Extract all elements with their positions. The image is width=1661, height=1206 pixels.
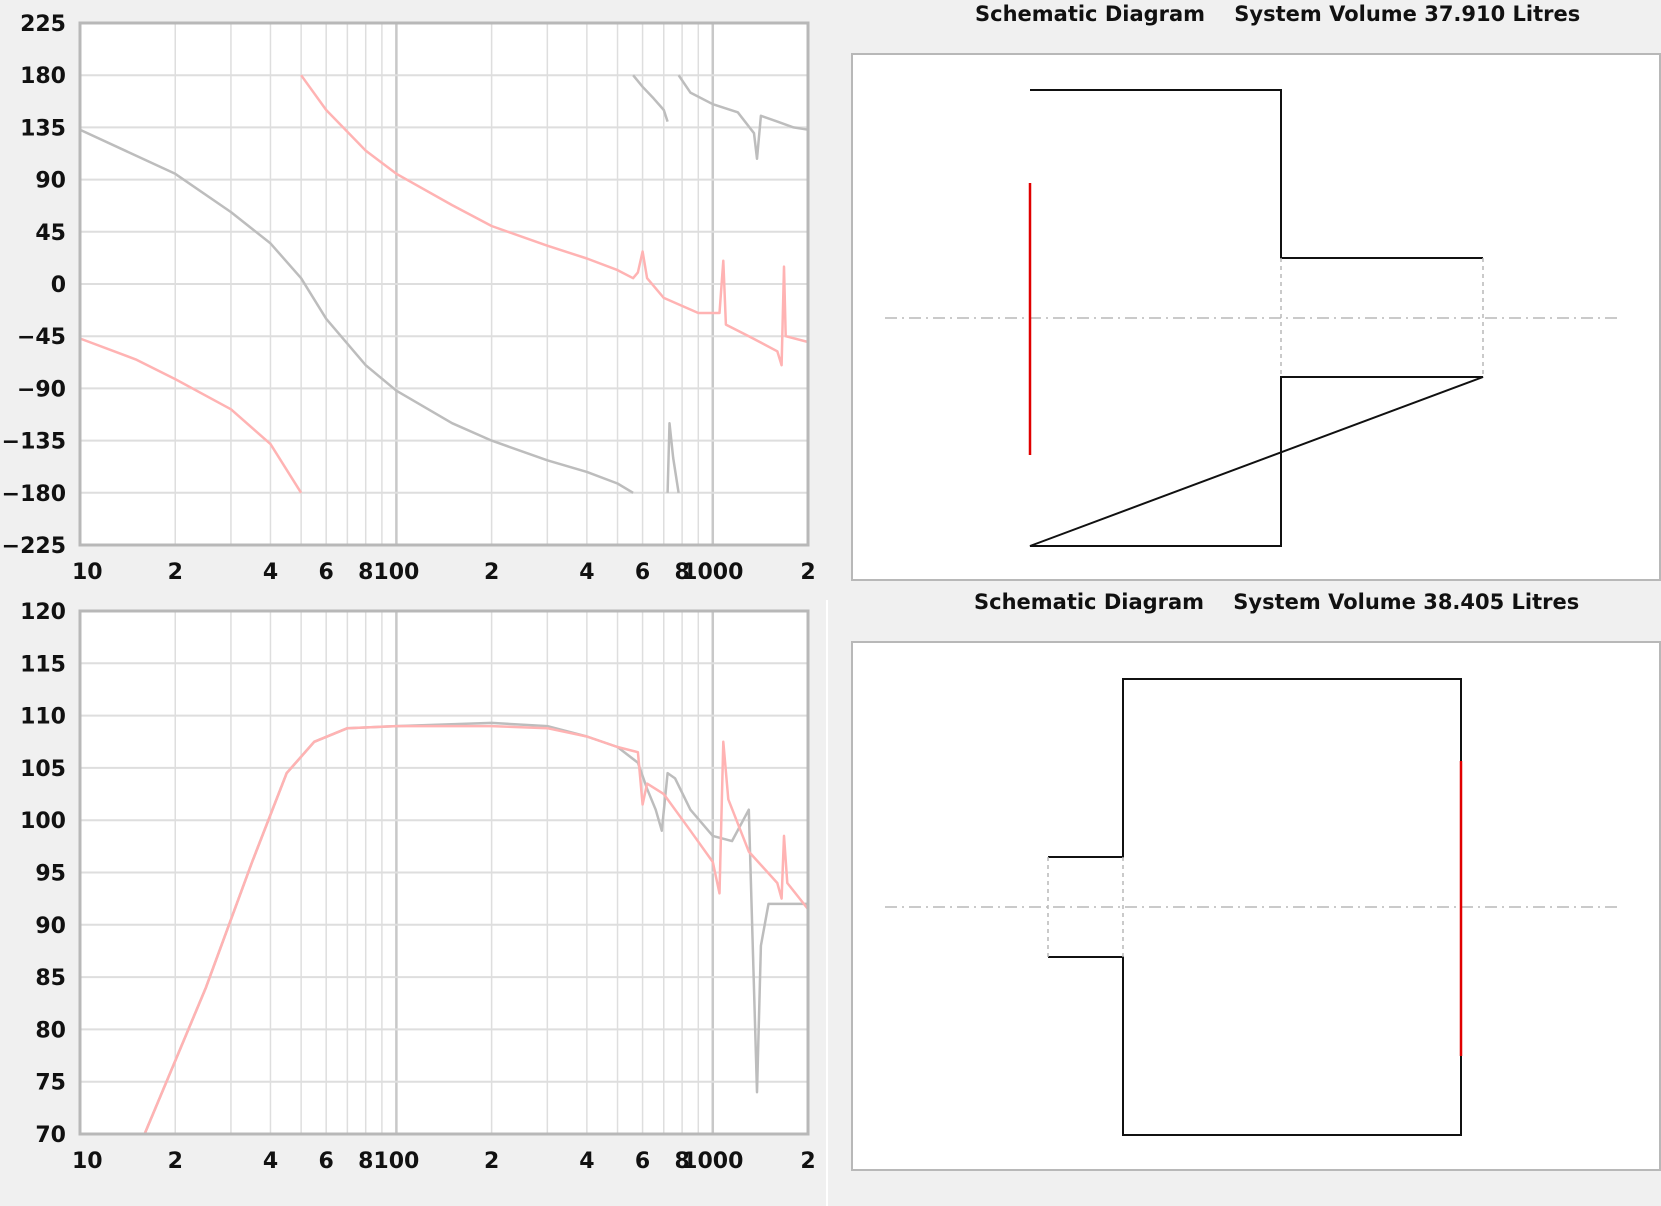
spl-x-tick-label: 10	[72, 1149, 103, 1174]
phase-series-1-line	[79, 128, 634, 494]
spl-x-tick-label: 2	[800, 1149, 815, 1174]
spl-y-tick-label: 115	[20, 652, 66, 677]
phase-series-2-line	[300, 74, 809, 367]
phase-x-tick-label: 2	[168, 560, 183, 585]
phase-x-tick-label: 10	[72, 560, 103, 585]
phase-x-tick-label: 8	[674, 560, 689, 585]
spl-series-2-line	[143, 724, 809, 1135]
panel-divider-vertical	[826, 600, 828, 1206]
phase-y-tick-label: −90	[17, 377, 66, 402]
phase-series-2-line	[79, 337, 303, 494]
phase-x-tick-label: 4	[263, 560, 278, 585]
phase-y-tick-label: 0	[51, 273, 66, 298]
spl-x-tick-label: 100	[373, 1149, 419, 1174]
spl-y-tick-label: 120	[20, 600, 66, 625]
spl-y-tick-label: 80	[35, 1018, 66, 1043]
schematic-top-drawing	[885, 89, 1619, 547]
schematic-top-title: Schematic Diagram System Volume 37.910 L…	[975, 2, 1581, 26]
spl-frame	[78, 609, 810, 1136]
spl-y-tick-label: 100	[20, 809, 66, 834]
phase-y-tick-label: 180	[20, 64, 66, 89]
spl-y-tick-label: 105	[20, 757, 66, 782]
phase-y-tick-label: 135	[20, 116, 66, 141]
spl-x-tick-label: 1000	[682, 1149, 743, 1174]
spl-x-tick-label: 2	[484, 1149, 499, 1174]
phase-series-1-line	[666, 421, 680, 493]
phase-y-tick-label: −135	[2, 430, 66, 455]
spl-x-tick-label: 6	[319, 1149, 334, 1174]
phase-y-tick-label: −180	[2, 482, 66, 507]
spl-y-tick-label: 95	[35, 862, 66, 887]
schematic-bottom-title: Schematic Diagram System Volume 38.405 L…	[974, 590, 1580, 614]
phase-x-tick-label: 8	[358, 560, 373, 585]
phase-chart-panel: 225 180 135 90 45 0 −45 −90 −135 −180 −225 10 2 4 6 8 10…	[0, 0, 826, 600]
phase-x-tick-label: 100	[373, 560, 419, 585]
enclosure-chamber	[1029, 89, 1484, 547]
spl-x-tick-label: 2	[168, 1149, 183, 1174]
spl-y-tick-label: 75	[35, 1071, 66, 1096]
spl-x-tick-label: 8	[358, 1149, 373, 1174]
phase-frame	[78, 21, 810, 547]
spl-chart-panel: 120 115 110 105 100 95 90 85 80 75 70 10 2 4 6 8 100 2 4 6 8…	[0, 600, 826, 1206]
phase-y-tick-label: −45	[17, 325, 66, 350]
phase-series-1-line	[632, 74, 669, 122]
spl-x-tick-label: 4	[263, 1149, 278, 1174]
spl-x-tick-label: 4	[579, 1149, 594, 1174]
phase-x-tick-label: 6	[319, 560, 334, 585]
phase-y-tick-label: 90	[35, 169, 66, 194]
schematic-bottom-canvas	[851, 641, 1661, 1171]
phase-y-tick-label: −225	[2, 534, 66, 559]
phase-x-tick-label: 4	[579, 560, 594, 585]
phase-y-tick-label: 225	[20, 12, 66, 37]
schematic-top-canvas	[851, 53, 1661, 581]
spl-x-tick-label: 6	[635, 1149, 650, 1174]
phase-x-tick-label: 6	[635, 560, 650, 585]
schematic-bottom-drawing	[885, 678, 1619, 1136]
phase-series-1-line	[677, 74, 809, 160]
spl-y-tick-label: 85	[35, 966, 66, 991]
phase-x-tick-label: 2	[800, 560, 815, 585]
phase-y-tick-label: 45	[35, 221, 66, 246]
phase-x-tick-label: 1000	[682, 560, 743, 585]
spl-x-tick-label: 8	[674, 1149, 689, 1174]
spl-y-tick-label: 110	[20, 705, 66, 730]
phase-x-tick-label: 2	[484, 560, 499, 585]
spl-y-tick-label: 70	[35, 1123, 66, 1148]
spl-y-tick-label: 90	[35, 914, 66, 939]
